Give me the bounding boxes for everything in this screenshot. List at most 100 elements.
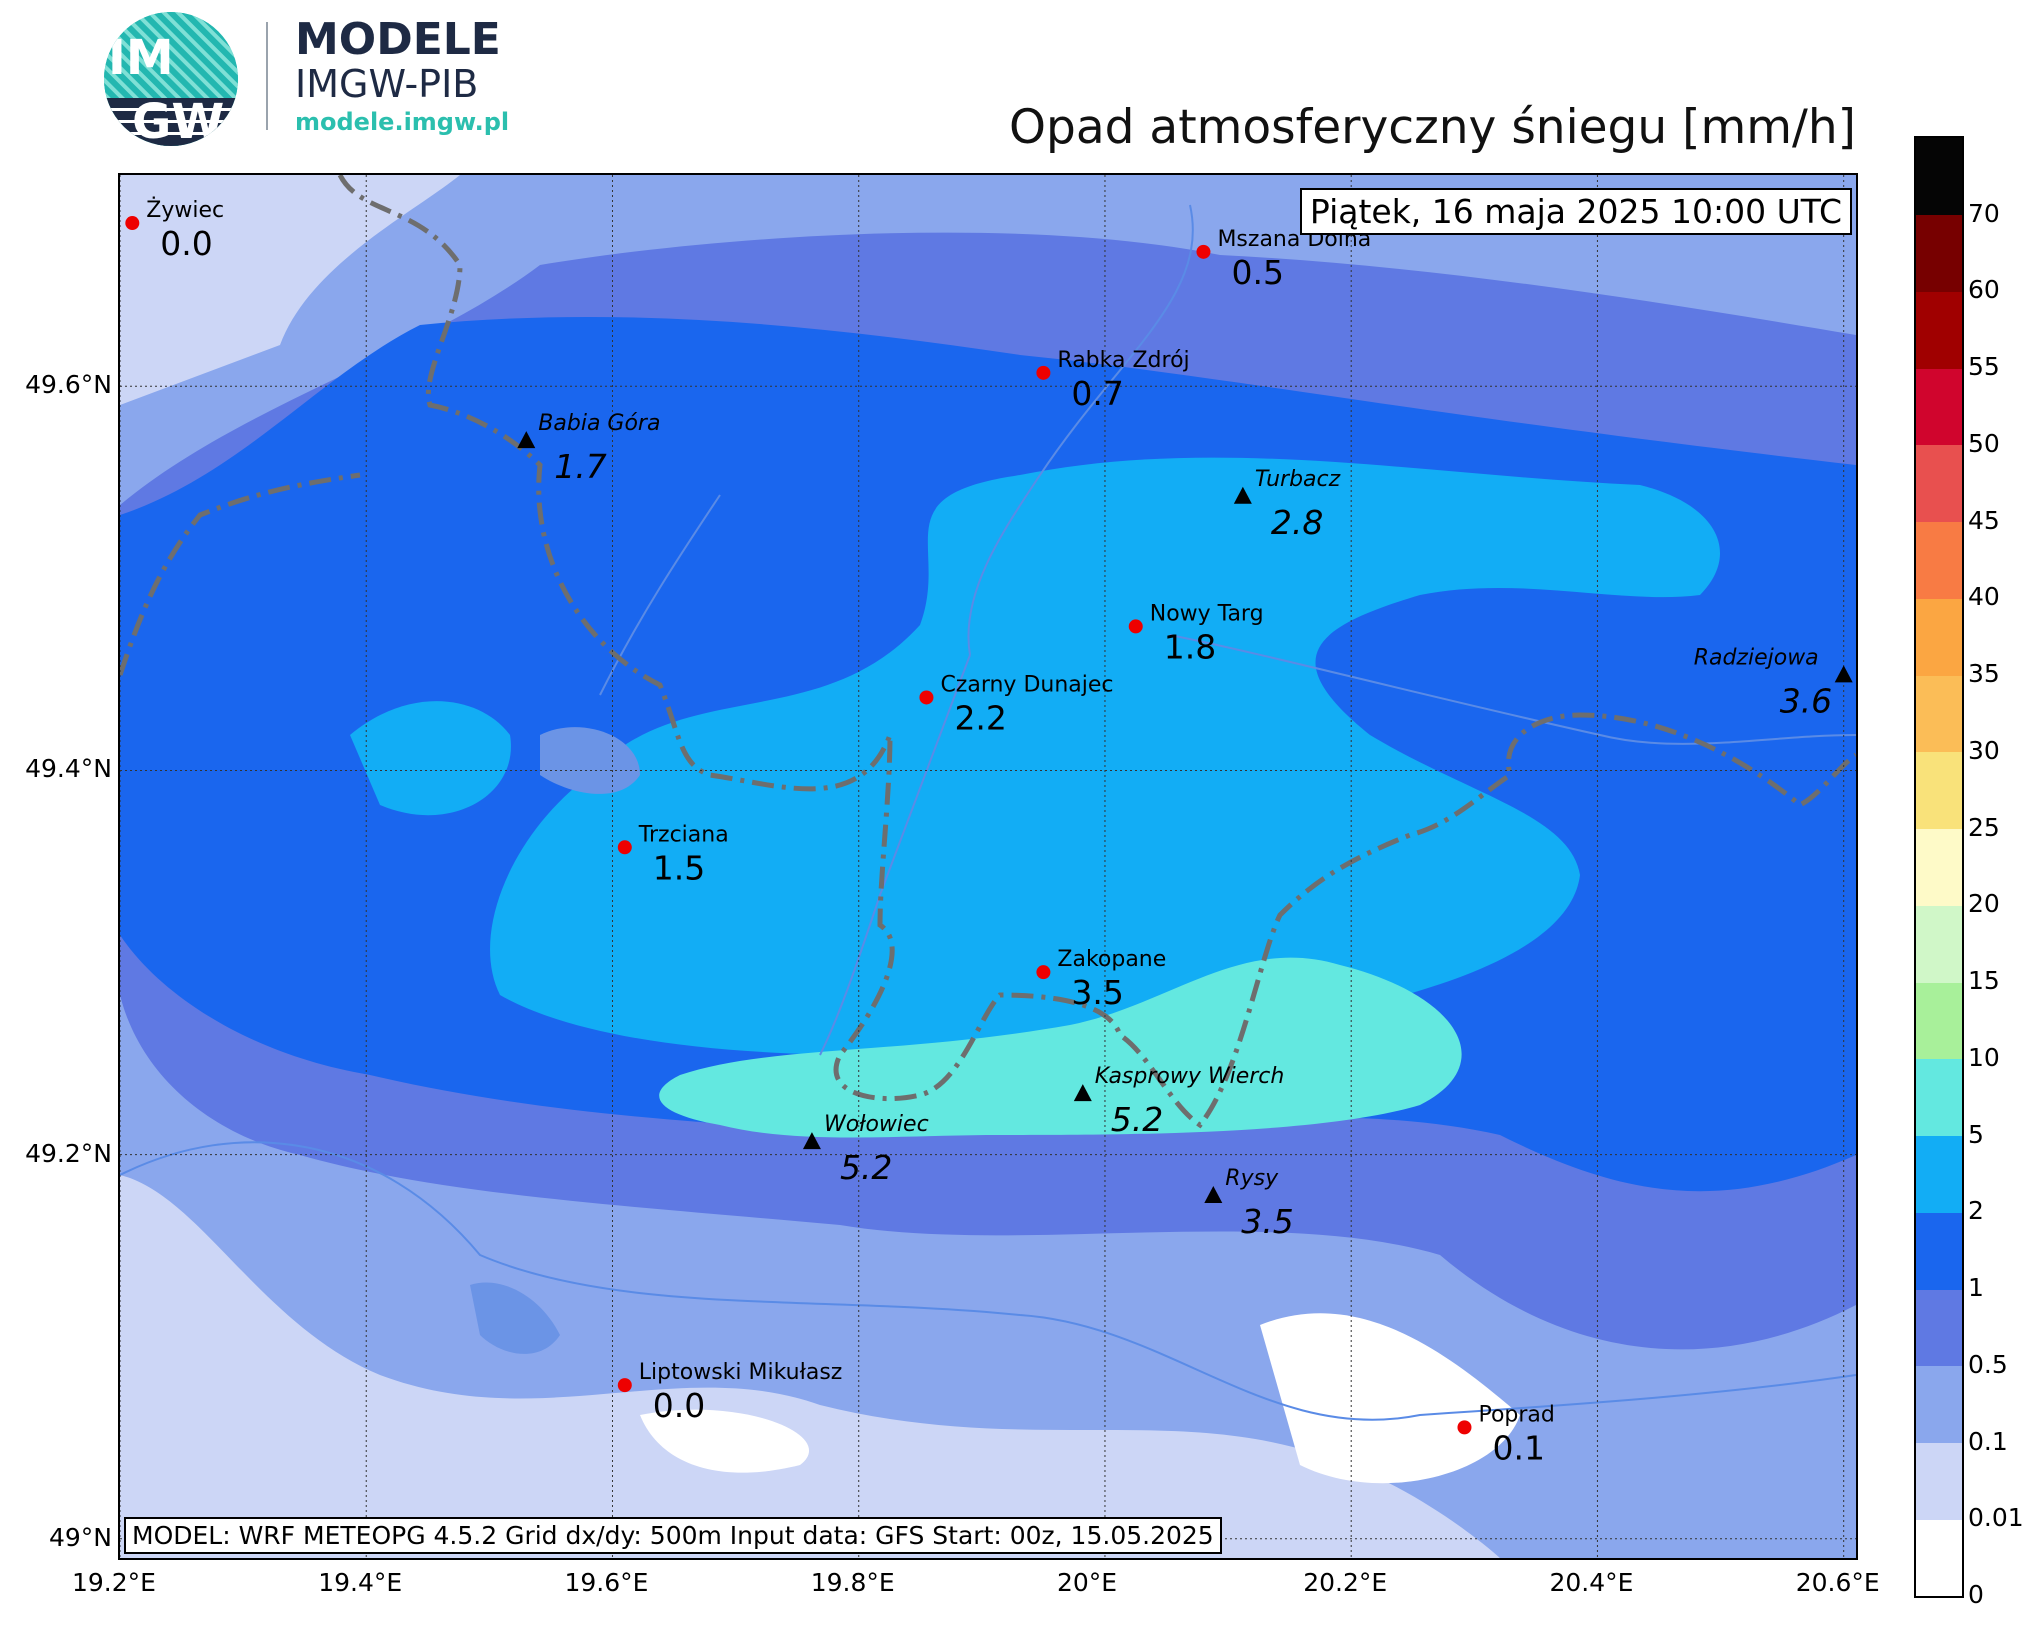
city-value: 2.2 bbox=[954, 698, 1006, 737]
x-tick-label: 19.4°E bbox=[318, 1568, 403, 1597]
y-tick-label: 49°N bbox=[48, 1522, 112, 1552]
field-2-west bbox=[350, 701, 511, 816]
logo-name: MODELE bbox=[295, 14, 501, 65]
map-title: Opad atmosferyczny śniegu [mm/h] bbox=[1009, 100, 1856, 155]
logo-stripes-icon: IM GW bbox=[104, 12, 238, 146]
field-0-south bbox=[640, 1409, 810, 1473]
colorbar-label: 40 bbox=[1968, 582, 2000, 612]
colorbar-segment bbox=[1916, 138, 1962, 216]
city-value: 1.8 bbox=[1164, 627, 1216, 666]
city-value: 0.1 bbox=[1492, 1428, 1544, 1467]
peak-name: Radziejowa bbox=[1694, 645, 1819, 670]
colorbar-label: 20 bbox=[1968, 889, 2000, 919]
country-border-west bbox=[120, 472, 361, 676]
city-value: 1.5 bbox=[653, 848, 705, 887]
colorbar-segment bbox=[1916, 751, 1962, 830]
x-tick-label: 19.2°E bbox=[72, 1568, 156, 1597]
x-tick-label: 20.2°E bbox=[1303, 1568, 1388, 1597]
colorbar bbox=[1914, 136, 1964, 1598]
colorbar-segment bbox=[1916, 982, 1962, 1060]
city-value: 0.5 bbox=[1231, 253, 1283, 292]
logo-org: IMGW-PIB bbox=[295, 62, 479, 106]
colorbar-label: 55 bbox=[1968, 352, 2000, 382]
precipitation-map: Żywiec 0.0 Mszana Dolna 0.5 Rabka Zdrój 0.7 No… bbox=[118, 173, 1858, 1560]
city-value: 0.0 bbox=[653, 1386, 705, 1425]
colorbar-segment bbox=[1916, 1058, 1962, 1137]
peak-value: 1.7 bbox=[554, 447, 606, 486]
colorbar-label: 1 bbox=[1968, 1273, 1984, 1303]
colorbar-segment bbox=[1916, 521, 1962, 599]
logo-url: modele.imgw.pl bbox=[295, 108, 510, 136]
city-marker-icon bbox=[1036, 365, 1051, 380]
city-name: Nowy Targ bbox=[1150, 601, 1264, 626]
peak-marker-icon bbox=[1233, 486, 1252, 504]
colorbar-label: 60 bbox=[1968, 275, 2000, 305]
colorbar-label: 25 bbox=[1968, 812, 2000, 842]
lake-orawa bbox=[540, 727, 640, 794]
colorbar-segment bbox=[1916, 1289, 1962, 1367]
peak-marker-icon bbox=[802, 1132, 821, 1150]
colorbar-label: 30 bbox=[1968, 735, 2000, 765]
peak-name: Babia Góra bbox=[538, 411, 660, 436]
colorbar-label: 0.01 bbox=[1968, 1503, 2024, 1533]
colorbar-segment bbox=[1916, 1212, 1962, 1290]
peak-marker-icon bbox=[517, 431, 536, 449]
city-marker-icon bbox=[1128, 619, 1143, 634]
valid-time-box: Piątek, 16 maja 2025 10:00 UTC bbox=[1299, 188, 1852, 235]
colorbar-label: 15 bbox=[1968, 966, 2000, 996]
x-tick-label: 20.4°E bbox=[1549, 1568, 1634, 1597]
colorbar-segment bbox=[1916, 368, 1962, 446]
peak-value: 5.2 bbox=[1111, 1100, 1163, 1139]
peak-name: Kasprowy Wierch bbox=[1095, 1064, 1285, 1089]
peak-marker-icon bbox=[1073, 1084, 1092, 1102]
colorbar-label: 10 bbox=[1968, 1042, 2000, 1072]
colorbar-label: 50 bbox=[1968, 428, 2000, 458]
peak-marker-icon bbox=[1834, 665, 1853, 683]
colorbar-label: 35 bbox=[1968, 659, 2000, 689]
city-value: 3.5 bbox=[1071, 973, 1123, 1012]
colorbar-segment bbox=[1916, 1135, 1962, 1213]
colorbar-label: 70 bbox=[1968, 198, 2000, 228]
country-border bbox=[337, 175, 1856, 1129]
imgw-logo: IM GW bbox=[104, 12, 238, 146]
city-name: Liptowski Mikułasz bbox=[639, 1360, 843, 1385]
city-marker-icon bbox=[617, 840, 632, 855]
city-name: Trzciana bbox=[638, 822, 729, 847]
field-0.01-nw bbox=[120, 175, 460, 405]
colorbar-segment bbox=[1916, 214, 1962, 292]
city-marker-icon bbox=[617, 1378, 632, 1393]
colorbar-label: 45 bbox=[1968, 505, 2000, 535]
city-value: 0.7 bbox=[1071, 374, 1123, 413]
y-tick-label: 49.2°N bbox=[25, 1138, 112, 1168]
y-tick-label: 49.4°N bbox=[25, 754, 112, 784]
peak-value: 2.8 bbox=[1271, 503, 1323, 542]
colorbar-label: 0.1 bbox=[1968, 1426, 2008, 1456]
colorbar-segment bbox=[1916, 828, 1962, 906]
x-tick-label: 19.6°E bbox=[564, 1568, 649, 1597]
x-tick-label: 20.6°E bbox=[1795, 1568, 1880, 1597]
colorbar-label: 0 bbox=[1968, 1580, 1984, 1609]
colorbar-label: 0.5 bbox=[1968, 1349, 2008, 1379]
logo-badge-line2: GW bbox=[132, 94, 224, 146]
city-marker-icon bbox=[1457, 1420, 1472, 1435]
city-value: 0.0 bbox=[160, 224, 212, 263]
colorbar-segment bbox=[1916, 598, 1962, 676]
model-info-box: MODEL: WRF METEOPG 4.5.2 Grid dx/dy: 500… bbox=[124, 1517, 1222, 1554]
peak-name: Wołowiec bbox=[824, 1112, 929, 1137]
city-name: Rabka Zdrój bbox=[1057, 348, 1189, 373]
colorbar-segment bbox=[1916, 905, 1962, 983]
city-marker-icon bbox=[919, 690, 934, 705]
x-tick-label: 20°E bbox=[1056, 1568, 1118, 1597]
colorbar-label: 5 bbox=[1968, 1119, 1984, 1149]
city-marker-icon bbox=[1196, 244, 1211, 259]
colorbar-segment bbox=[1916, 675, 1962, 753]
city-name: Zakopane bbox=[1057, 947, 1166, 972]
colorbar-segment bbox=[1916, 1442, 1962, 1520]
city-name: Poprad bbox=[1478, 1402, 1554, 1427]
city-marker-icon bbox=[125, 216, 140, 231]
logo-divider bbox=[266, 22, 268, 130]
lat-lon-grid bbox=[120, 175, 1856, 1558]
city-name: Żywiec bbox=[146, 197, 224, 223]
